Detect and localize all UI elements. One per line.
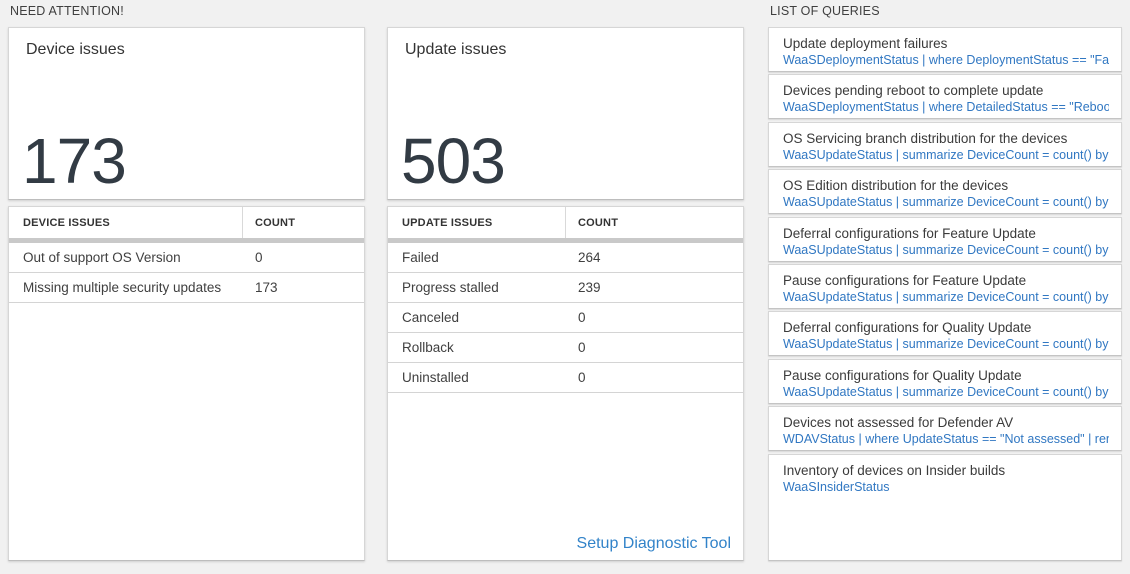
query-title: OS Servicing branch distribution for the… bbox=[783, 131, 1068, 146]
table-header-divider-bar bbox=[388, 238, 743, 243]
list-of-queries-section-title: LIST OF QUERIES bbox=[770, 4, 880, 18]
table-row[interactable]: Out of support OS Version 0 bbox=[9, 243, 364, 273]
device-table-header-count: COUNT bbox=[255, 216, 296, 229]
query-text-link[interactable]: WaaSUpdateStatus | summarize DeviceCount… bbox=[783, 243, 1109, 257]
query-text-link[interactable]: WaaSUpdateStatus | summarize DeviceCount… bbox=[783, 148, 1109, 162]
query-item-deferral-feature-update[interactable]: Deferral configurations for Feature Upda… bbox=[768, 217, 1122, 262]
row-label: Uninstalled bbox=[402, 370, 469, 385]
table-row[interactable]: Canceled 0 bbox=[388, 303, 743, 333]
row-count: 0 bbox=[255, 250, 263, 265]
table-row[interactable]: Rollback 0 bbox=[388, 333, 743, 363]
row-count: 0 bbox=[578, 340, 586, 355]
row-count: 0 bbox=[578, 310, 586, 325]
query-item-devices-pending-reboot[interactable]: Devices pending reboot to complete updat… bbox=[768, 74, 1122, 119]
query-title: Devices pending reboot to complete updat… bbox=[783, 83, 1044, 98]
query-text-link[interactable]: WaaSInsiderStatus bbox=[783, 480, 890, 494]
table-row[interactable]: Missing multiple security updates 173 bbox=[9, 273, 364, 303]
row-count: 264 bbox=[578, 250, 601, 265]
query-text-link[interactable]: WaaSDeploymentStatus | where DeploymentS… bbox=[783, 53, 1109, 67]
query-item-inventory-insider-builds[interactable]: Inventory of devices on Insider builds W… bbox=[768, 454, 1122, 561]
query-title: Deferral configurations for Quality Upda… bbox=[783, 320, 1032, 335]
query-text-link[interactable]: WaaSUpdateStatus | summarize DeviceCount… bbox=[783, 337, 1109, 351]
query-title: Inventory of devices on Insider builds bbox=[783, 463, 1006, 478]
query-text-link[interactable]: WaaSUpdateStatus | summarize DeviceCount… bbox=[783, 195, 1109, 209]
query-item-deferral-quality-update[interactable]: Deferral configurations for Quality Upda… bbox=[768, 311, 1122, 356]
query-title: OS Edition distribution for the devices bbox=[783, 178, 1009, 193]
device-table-header-issues: DEVICE ISSUES bbox=[9, 207, 243, 238]
query-text-link[interactable]: WaaSUpdateStatus | summarize DeviceCount… bbox=[783, 290, 1109, 304]
query-title: Update deployment failures bbox=[783, 36, 948, 51]
device-issues-summary-tile[interactable]: Device issues 173 bbox=[8, 27, 365, 200]
query-title: Pause configurations for Feature Update bbox=[783, 273, 1027, 288]
update-issues-title: Update issues bbox=[405, 41, 507, 58]
query-item-pause-quality-update[interactable]: Pause configurations for Quality Update … bbox=[768, 359, 1122, 404]
query-title: Devices not assessed for Defender AV bbox=[783, 415, 1014, 430]
query-text-link[interactable]: WaaSDeploymentStatus | where DetailedSta… bbox=[783, 100, 1109, 114]
table-row[interactable]: Progress stalled 239 bbox=[388, 273, 743, 303]
device-issues-count: 173 bbox=[22, 125, 127, 197]
device-table-header-row: DEVICE ISSUES COUNT bbox=[9, 207, 364, 238]
query-text-link[interactable]: WDAVStatus | where UpdateStatus == "Not … bbox=[783, 432, 1109, 446]
row-count: 0 bbox=[578, 370, 586, 385]
row-count: 239 bbox=[578, 280, 601, 295]
update-table-header-count: COUNT bbox=[578, 216, 619, 229]
update-table-header-row: UPDATE ISSUES COUNT bbox=[388, 207, 743, 238]
setup-diagnostic-tool-link[interactable]: Setup Diagnostic Tool bbox=[576, 535, 731, 552]
row-label: Failed bbox=[402, 250, 439, 265]
row-label: Rollback bbox=[402, 340, 454, 355]
query-title: Deferral configurations for Feature Upda… bbox=[783, 226, 1036, 241]
device-issues-title: Device issues bbox=[26, 41, 125, 58]
row-label: Canceled bbox=[402, 310, 460, 325]
query-title: Pause configurations for Quality Update bbox=[783, 368, 1022, 383]
update-issues-table: UPDATE ISSUES COUNT Failed 264 Progress … bbox=[387, 206, 744, 561]
query-item-update-deployment-failures[interactable]: Update deployment failures WaaSDeploymen… bbox=[768, 27, 1122, 72]
need-attention-section-title: NEED ATTENTION! bbox=[10, 4, 124, 18]
query-item-os-edition-distribution[interactable]: OS Edition distribution for the devices … bbox=[768, 169, 1122, 214]
update-issues-summary-tile[interactable]: Update issues 503 bbox=[387, 27, 744, 200]
device-issues-table: DEVICE ISSUES COUNT Out of support OS Ve… bbox=[8, 206, 365, 561]
row-count: 173 bbox=[255, 280, 278, 295]
row-label: Progress stalled bbox=[402, 280, 499, 295]
query-text-link[interactable]: WaaSUpdateStatus | summarize DeviceCount… bbox=[783, 385, 1109, 399]
table-row[interactable]: Failed 264 bbox=[388, 243, 743, 273]
update-table-header-issues: UPDATE ISSUES bbox=[388, 207, 566, 238]
query-item-devices-not-assessed-defender[interactable]: Devices not assessed for Defender AV WDA… bbox=[768, 406, 1122, 451]
query-item-pause-feature-update[interactable]: Pause configurations for Feature Update … bbox=[768, 264, 1122, 309]
table-row[interactable]: Uninstalled 0 bbox=[388, 363, 743, 393]
query-item-os-servicing-branch[interactable]: OS Servicing branch distribution for the… bbox=[768, 122, 1122, 167]
update-issues-count: 503 bbox=[401, 125, 506, 197]
row-label: Out of support OS Version bbox=[23, 250, 181, 265]
row-label: Missing multiple security updates bbox=[23, 280, 222, 295]
table-header-divider-bar bbox=[9, 238, 364, 243]
